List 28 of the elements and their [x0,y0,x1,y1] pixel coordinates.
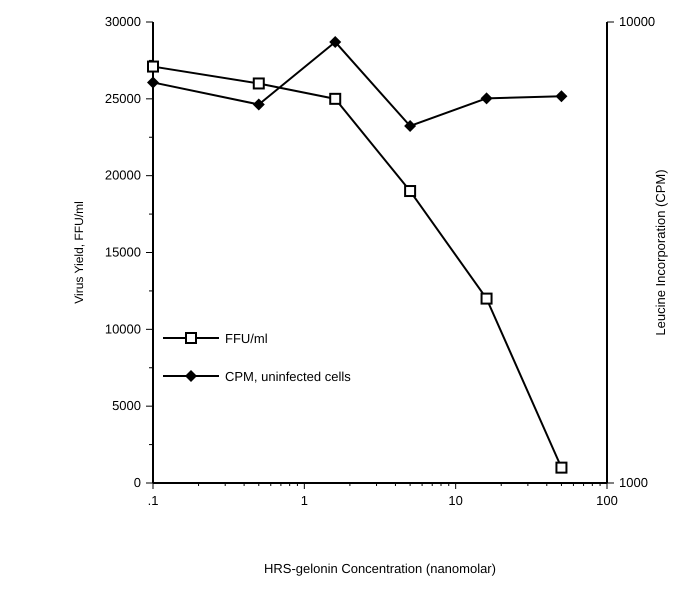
x-tick-label: 10 [448,493,463,508]
point [404,120,416,132]
point [329,36,342,48]
legend-label: CPM, uninfected cells [225,369,352,384]
point [252,98,265,110]
y-tick-label: 5000 [112,398,141,414]
y-axis-title: Virus Yield, FFU/ml [72,201,86,304]
point [252,77,265,90]
y-tick-label: 15000 [104,244,141,260]
legend-label: FFU/ml [225,331,268,346]
y-tick-label: 25000 [104,90,141,106]
y2-axis-title: Leucine Incorporation (CPM) [653,169,668,336]
point [480,92,493,104]
point [404,185,416,198]
y-tick-label: 10000 [104,321,141,336]
point [480,292,493,305]
x-axis-title: HRS-gelonin Concentration (nanomolar) [264,561,496,576]
x-tick-label: 100 [596,493,618,508]
y-tick-label: 30000 [104,14,141,29]
y2-tick-label: 10000 [619,14,656,29]
y-tick-label: 20000 [104,168,141,183]
point [555,462,568,474]
point [329,92,342,105]
y-tick-label: 0 [134,475,141,490]
point [555,90,568,102]
x-tick-label: 1 [300,493,308,508]
x-tick-label: .1 [148,493,158,508]
y2-tick-label: 1000 [619,475,648,490]
